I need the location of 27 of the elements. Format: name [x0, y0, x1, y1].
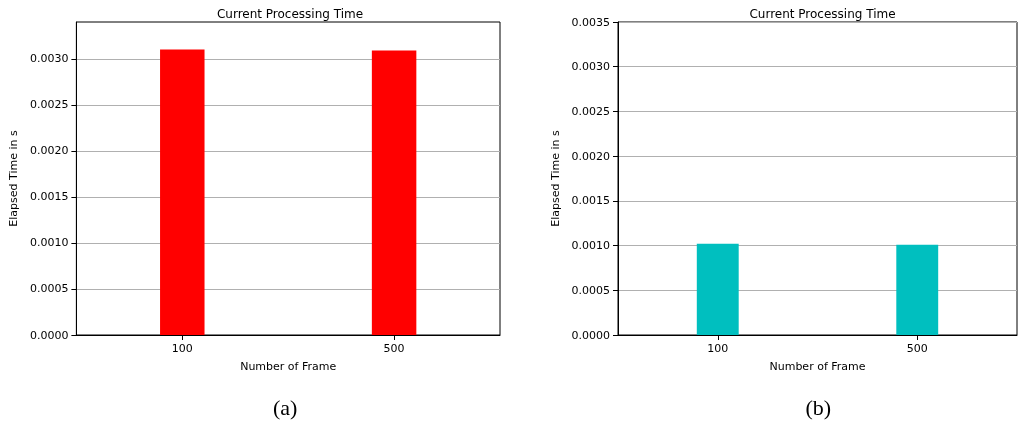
chart-title: Current Processing Time: [749, 7, 896, 21]
y-axis-title: Elapsed Time in s: [7, 130, 20, 227]
y-tick-label: 0.0005: [571, 283, 610, 297]
x-tick-label: 500: [383, 342, 405, 355]
chart-title: Current Processing Time: [216, 7, 364, 21]
y-tick-label: 0.0000: [571, 328, 610, 342]
x-axis-title: Number of Frame: [769, 360, 866, 373]
y-tick-label: 0.0015: [571, 194, 610, 208]
x-tick-label: 100: [171, 342, 193, 355]
y-tick-label: 0.0025: [571, 104, 610, 118]
y-tick-label: 0.0005: [29, 282, 69, 296]
y-tick-label: 0.0000: [29, 328, 69, 342]
x-tick-label: 100: [707, 342, 729, 355]
y-axis-title: Elapsed Time in s: [548, 130, 562, 227]
x-tick-label: 500: [906, 342, 928, 355]
y-tick-label: 0.0010: [29, 236, 69, 250]
y-tick-label: 0.0020: [29, 144, 69, 158]
y-tick-label: 0.0020: [571, 149, 610, 163]
y-tick-label: 0.0035: [571, 15, 610, 29]
y-tick-label: 0.0015: [29, 190, 69, 204]
x-axis-title: Number of Frame: [240, 360, 337, 373]
text: (a): [273, 394, 298, 420]
text: (b): [805, 394, 832, 420]
y-tick-label: 0.0030: [29, 52, 69, 66]
y-tick-label: 0.0010: [571, 239, 610, 253]
y-tick-label: 0.0030: [571, 60, 610, 74]
y-tick-label: 0.0025: [29, 98, 69, 112]
